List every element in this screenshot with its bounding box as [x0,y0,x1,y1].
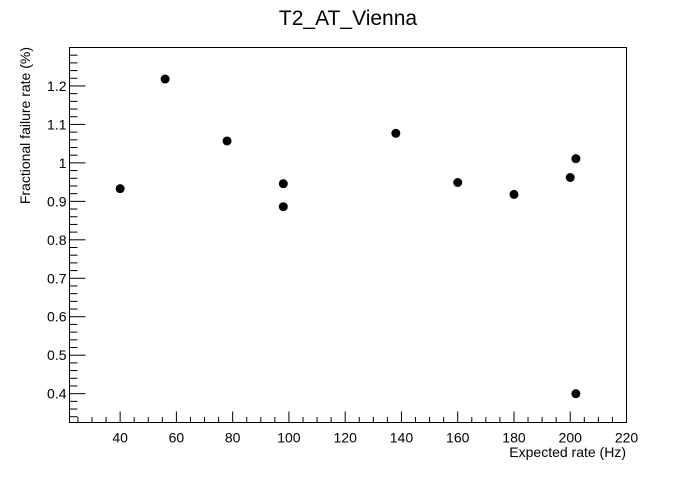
data-point [222,136,232,146]
y-tick-label: 0.7 [47,270,67,286]
x-tick-label: 60 [169,430,185,446]
data-point [115,184,125,194]
x-axis-ticks [77,411,627,423]
x-tick-label: 40 [112,430,128,446]
data-point [571,154,581,164]
x-tick-label: 180 [502,430,526,446]
data-point [160,74,170,84]
data-point [571,389,581,399]
x-axis-tick-labels: 40 60 80 100 120 140 160 180 200 220 [112,430,638,446]
data-points [115,74,581,399]
data-point [509,189,519,199]
y-axis-ticks [69,47,86,418]
chart-title: T2_AT_Vienna [279,7,417,30]
y-tick-label: 0.5 [47,347,67,363]
data-point [278,179,288,189]
y-tick-label: 0.6 [47,309,67,325]
x-tick-label: 200 [559,430,583,446]
data-point [565,173,575,182]
x-tick-label: 140 [390,430,414,446]
x-tick-label: 80 [225,430,241,446]
x-tick-label: 160 [446,430,470,446]
data-point [453,178,463,187]
plot-frame [69,47,627,423]
y-axis-label: Fractional failure rate (%) [17,47,33,204]
y-tick-label: 0.9 [47,193,67,209]
x-tick-label: 100 [277,430,301,446]
x-tick-label: 220 [615,430,639,446]
x-axis-label: Expected rate (Hz) [509,444,626,460]
y-tick-label: 1 [59,155,67,171]
y-axis-tick-labels: 0.4 0.5 0.6 0.7 0.8 0.9 1 1.1 1.2 [47,78,67,402]
y-tick-label: 0.4 [47,386,67,402]
x-tick-label: 120 [334,430,358,446]
y-tick-label: 1.1 [47,116,67,132]
y-tick-label: 1.2 [47,78,67,94]
data-point [278,202,288,212]
data-point [391,128,401,138]
y-tick-label: 0.8 [47,232,67,248]
